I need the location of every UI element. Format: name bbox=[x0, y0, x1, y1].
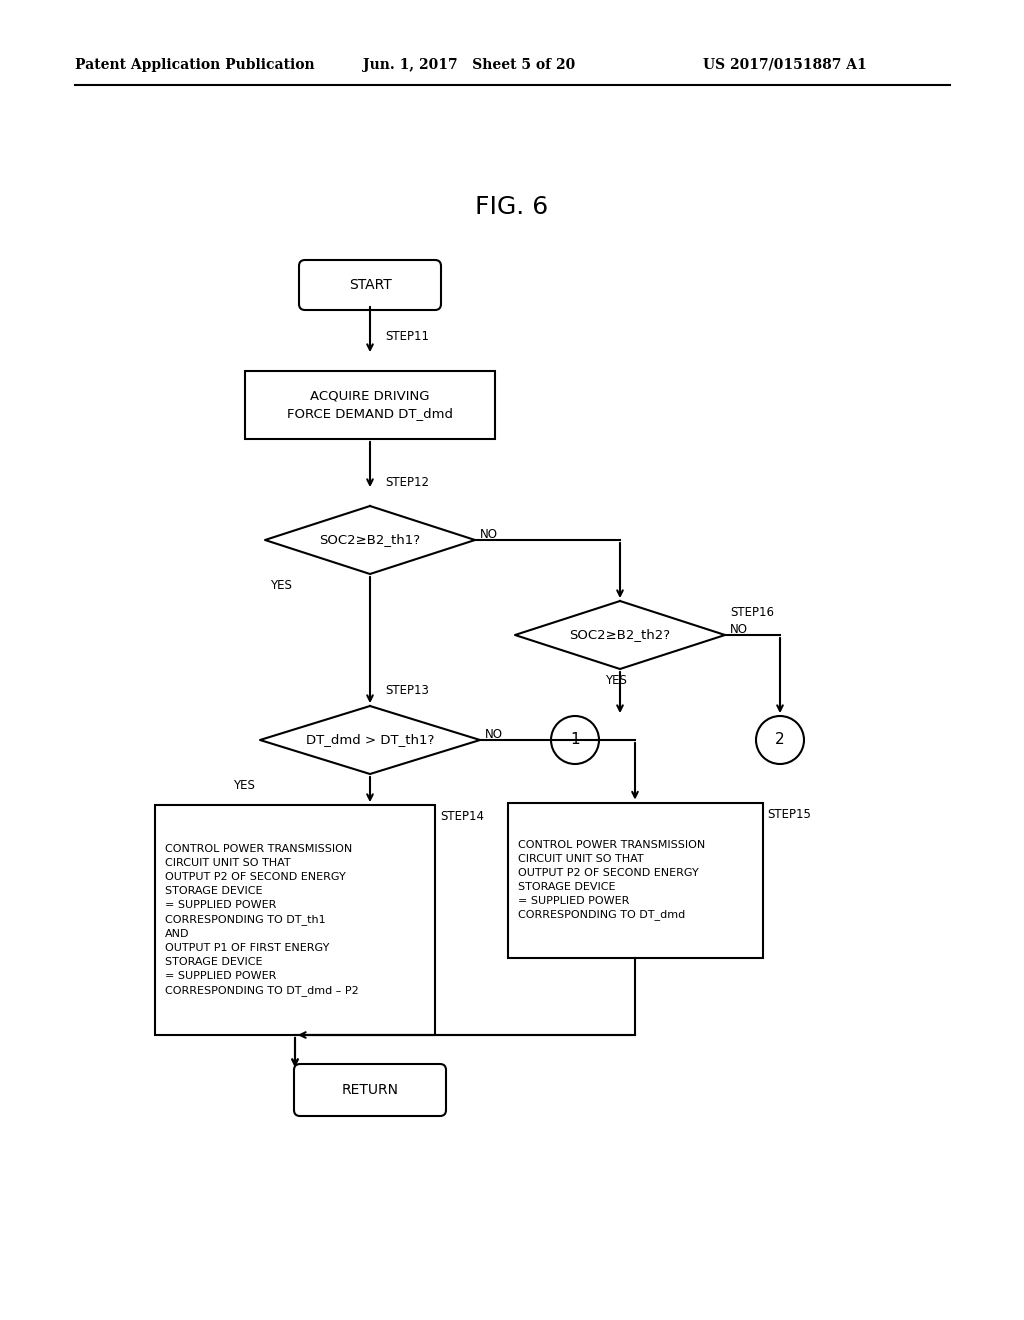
Text: Patent Application Publication: Patent Application Publication bbox=[75, 58, 314, 73]
Bar bbox=[508, 803, 763, 957]
Text: STEP13: STEP13 bbox=[385, 684, 429, 697]
Text: CONTROL POWER TRANSMISSION
CIRCUIT UNIT SO THAT
OUTPUT P2 OF SECOND ENERGY
STORA: CONTROL POWER TRANSMISSION CIRCUIT UNIT … bbox=[517, 840, 705, 920]
Text: FIG. 6: FIG. 6 bbox=[475, 195, 549, 219]
Text: NO: NO bbox=[480, 528, 498, 541]
Text: ACQUIRE DRIVING
FORCE DEMAND DT_dmd: ACQUIRE DRIVING FORCE DEMAND DT_dmd bbox=[287, 389, 453, 421]
FancyBboxPatch shape bbox=[294, 1064, 446, 1115]
Circle shape bbox=[551, 715, 599, 764]
Text: NO: NO bbox=[485, 729, 503, 741]
Text: SOC2≥B2_th2?: SOC2≥B2_th2? bbox=[569, 628, 671, 642]
Text: US 2017/0151887 A1: US 2017/0151887 A1 bbox=[703, 58, 866, 73]
Text: YES: YES bbox=[233, 779, 255, 792]
Text: NO: NO bbox=[730, 623, 748, 636]
Text: STEP15: STEP15 bbox=[768, 808, 811, 821]
Text: YES: YES bbox=[270, 579, 292, 591]
Text: YES: YES bbox=[605, 675, 627, 686]
Text: 1: 1 bbox=[570, 733, 580, 747]
Text: STEP11: STEP11 bbox=[385, 330, 429, 343]
FancyBboxPatch shape bbox=[299, 260, 441, 310]
Text: Jun. 1, 2017   Sheet 5 of 20: Jun. 1, 2017 Sheet 5 of 20 bbox=[362, 58, 575, 73]
Circle shape bbox=[756, 715, 804, 764]
Text: 2: 2 bbox=[775, 733, 784, 747]
Text: START: START bbox=[348, 279, 391, 292]
Polygon shape bbox=[260, 706, 480, 774]
Text: DT_dmd > DT_th1?: DT_dmd > DT_th1? bbox=[306, 734, 434, 747]
Polygon shape bbox=[265, 506, 475, 574]
Text: RETURN: RETURN bbox=[341, 1082, 398, 1097]
Text: SOC2≥B2_th1?: SOC2≥B2_th1? bbox=[319, 533, 421, 546]
Text: STEP12: STEP12 bbox=[385, 477, 429, 488]
Bar bbox=[155, 805, 435, 1035]
Text: STEP14: STEP14 bbox=[440, 810, 484, 822]
Polygon shape bbox=[515, 601, 725, 669]
Bar bbox=[245, 371, 495, 440]
Text: STEP16: STEP16 bbox=[730, 606, 774, 619]
Text: CONTROL POWER TRANSMISSION
CIRCUIT UNIT SO THAT
OUTPUT P2 OF SECOND ENERGY
STORA: CONTROL POWER TRANSMISSION CIRCUIT UNIT … bbox=[165, 843, 358, 995]
